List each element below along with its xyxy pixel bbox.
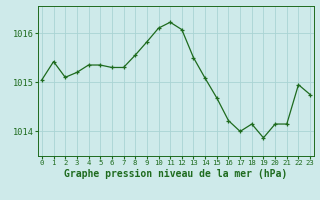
X-axis label: Graphe pression niveau de la mer (hPa): Graphe pression niveau de la mer (hPa) — [64, 169, 288, 179]
